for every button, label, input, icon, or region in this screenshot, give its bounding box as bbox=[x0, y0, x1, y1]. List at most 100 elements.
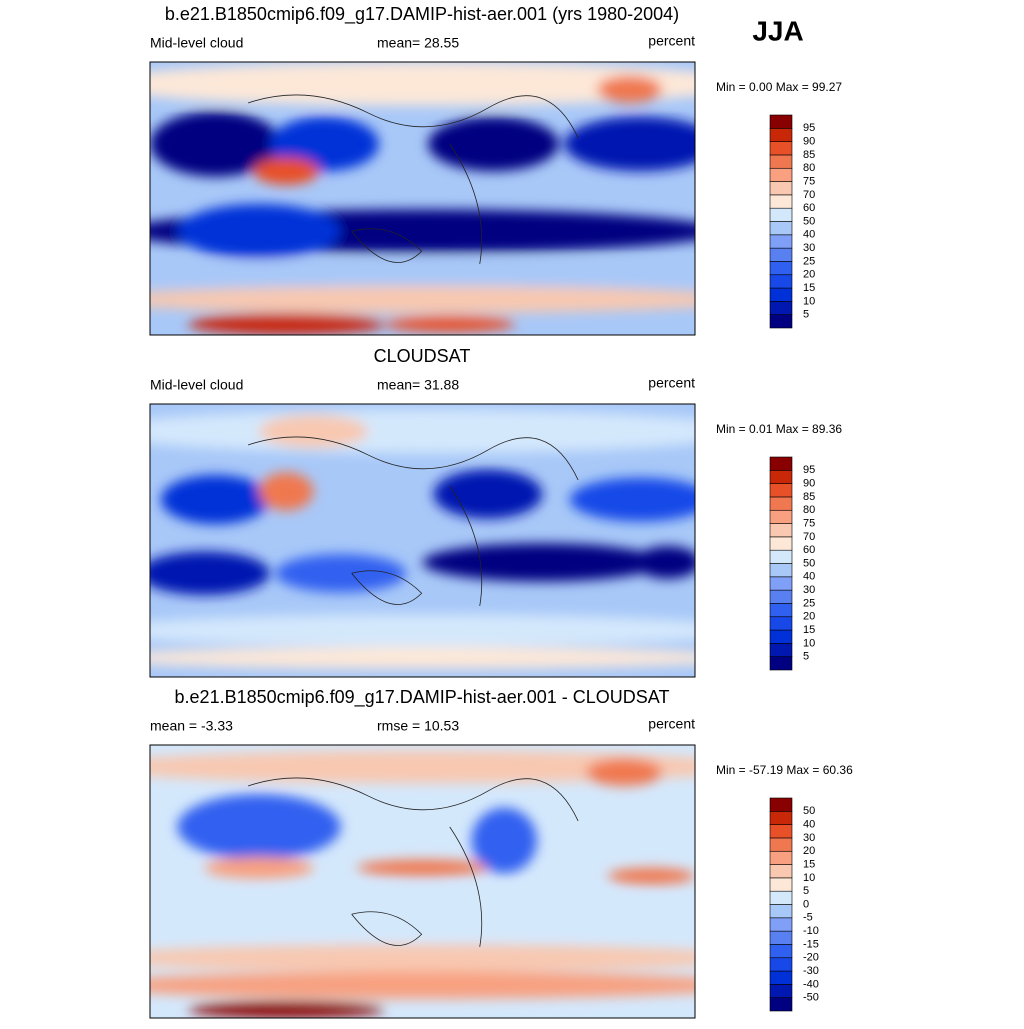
colorbar-box bbox=[769, 970, 793, 985]
colorbar-box bbox=[769, 509, 793, 524]
field-blob bbox=[150, 614, 695, 647]
colorbar-label: 25 bbox=[803, 597, 815, 609]
season-label: JJA bbox=[752, 15, 803, 46]
colorbar-box bbox=[769, 287, 793, 302]
field-blob bbox=[150, 551, 270, 596]
colorbar-label: -30 bbox=[803, 965, 819, 977]
colorbar-box bbox=[769, 603, 793, 618]
colorbar-label: 40 bbox=[803, 819, 815, 831]
field-blob bbox=[259, 414, 368, 448]
colorbar-label: 20 bbox=[803, 611, 815, 623]
colorbar-label: 50 bbox=[803, 805, 815, 817]
colorbar-label: -50 bbox=[803, 992, 819, 1004]
field-blob bbox=[150, 971, 695, 999]
field-blob bbox=[177, 794, 341, 860]
panel-center-label: mean= 28.55 bbox=[377, 35, 459, 51]
colorbar-label: 10 bbox=[803, 637, 815, 649]
colorbar-label: 50 bbox=[803, 215, 815, 227]
colorbar-label: 5 bbox=[803, 309, 809, 321]
colorbar-box bbox=[769, 917, 793, 932]
colorbar-label: 75 bbox=[803, 175, 815, 187]
colorbar-label: 10 bbox=[803, 872, 815, 884]
field-blob bbox=[150, 886, 695, 942]
colorbar-label: 40 bbox=[803, 571, 815, 583]
map-field bbox=[150, 62, 695, 335]
field-blob bbox=[150, 944, 695, 972]
colorbar-box bbox=[769, 944, 793, 959]
panel-title: b.e21.B1850cmip6.f09_g17.DAMIP-hist-aer.… bbox=[165, 4, 679, 25]
field-blob bbox=[269, 116, 379, 172]
colorbar-label: 60 bbox=[803, 202, 815, 214]
colorbar-box bbox=[769, 536, 793, 551]
colorbar-label: -40 bbox=[803, 978, 819, 990]
map-blobs bbox=[150, 62, 695, 335]
field-blob bbox=[607, 867, 695, 885]
colorbar-box bbox=[769, 114, 793, 129]
colorbar-box bbox=[769, 984, 793, 998]
colorbar-box bbox=[769, 141, 793, 156]
map-frame bbox=[149, 61, 696, 336]
colorbar-box bbox=[769, 194, 793, 209]
colorbar-label: 75 bbox=[803, 517, 815, 529]
colorbar-box bbox=[769, 824, 793, 839]
colorbar-box bbox=[769, 589, 793, 604]
colorbar-label: 30 bbox=[803, 832, 815, 844]
field-blob bbox=[596, 75, 663, 103]
colorbar-box bbox=[769, 656, 793, 671]
field-blob bbox=[150, 409, 695, 454]
panel-left-label: Mid-level cloud bbox=[150, 377, 243, 393]
min-max-label: Min = -57.19 Max = 60.36 bbox=[716, 763, 853, 777]
panel-unit-label: percent bbox=[648, 375, 695, 391]
colorbar-label: 70 bbox=[803, 531, 815, 543]
field-blob bbox=[384, 315, 516, 333]
colorbar-box bbox=[769, 563, 793, 578]
field-blob bbox=[204, 856, 314, 879]
colorbar-box bbox=[769, 549, 793, 564]
colorbar-box bbox=[769, 207, 793, 222]
colorbar-label: 70 bbox=[803, 189, 815, 201]
colorbar-label: 50 bbox=[803, 557, 815, 569]
panel-left-label: mean = -3.33 bbox=[150, 718, 233, 734]
field-blob bbox=[160, 474, 270, 525]
field-blob bbox=[150, 261, 695, 289]
colorbar-box bbox=[769, 247, 793, 262]
panel-center-label: rmse = 10.53 bbox=[377, 718, 459, 734]
panel-title: b.e21.B1850cmip6.f09_g17.DAMIP-hist-aer.… bbox=[175, 687, 670, 708]
map-field bbox=[150, 745, 695, 1018]
coastline bbox=[247, 436, 579, 606]
colorbar-box bbox=[769, 837, 793, 852]
colorbar-label: 5 bbox=[803, 651, 809, 663]
field-blob bbox=[150, 62, 695, 106]
colorbar-label: 95 bbox=[803, 122, 815, 134]
field-blob bbox=[427, 116, 559, 172]
colorbar-label: 60 bbox=[803, 544, 815, 556]
colorbar-box bbox=[769, 167, 793, 182]
colorbar-label: 15 bbox=[803, 624, 815, 636]
colorbar-label: -5 bbox=[803, 912, 813, 924]
colorbar-label: 0 bbox=[803, 898, 809, 910]
colorbar-box bbox=[769, 261, 793, 276]
colorbar-label: 10 bbox=[803, 295, 815, 307]
colorbar-label: -15 bbox=[803, 938, 819, 950]
field-blob bbox=[275, 554, 407, 593]
colorbar-box bbox=[769, 221, 793, 236]
colorbar-label: 80 bbox=[803, 504, 815, 516]
min-max-label: Min = 0.00 Max = 99.27 bbox=[716, 80, 842, 94]
colorbar-box bbox=[769, 576, 793, 591]
colorbar-label: 30 bbox=[803, 584, 815, 596]
colorbar-label: 85 bbox=[803, 491, 815, 503]
colorbar-label: 85 bbox=[803, 149, 815, 161]
field-blob bbox=[259, 472, 314, 511]
colorbar-box bbox=[769, 301, 793, 315]
field-blob bbox=[188, 313, 385, 335]
colorbar-box bbox=[769, 483, 793, 498]
panel-center-label: mean= 31.88 bbox=[377, 377, 459, 393]
colorbar-box bbox=[769, 850, 793, 865]
field-blob bbox=[586, 758, 663, 786]
field-blob bbox=[150, 750, 695, 784]
panel-unit-label: percent bbox=[648, 716, 695, 732]
colorbar-label: 5 bbox=[803, 885, 809, 897]
colorbar-label: 25 bbox=[803, 255, 815, 267]
field-blob bbox=[569, 477, 695, 522]
